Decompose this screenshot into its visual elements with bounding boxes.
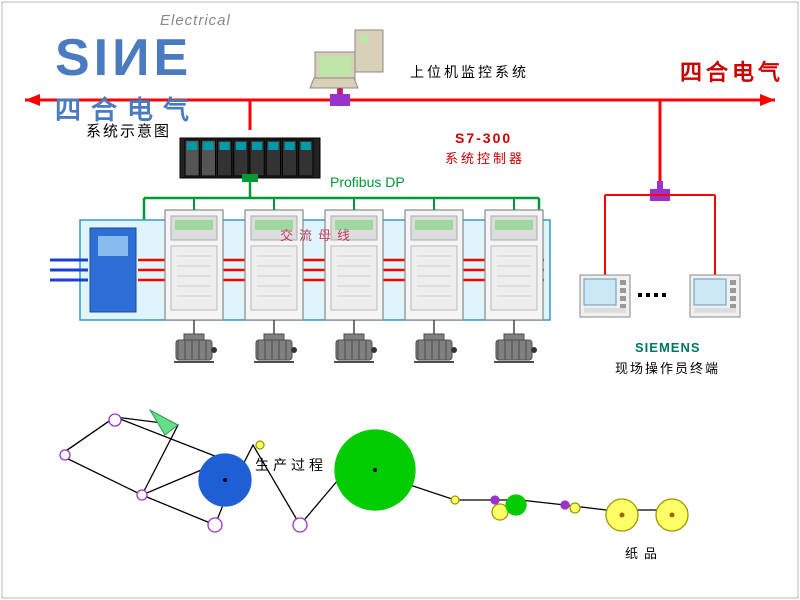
s7300-label: S7-300: [455, 130, 512, 146]
siemens-label: SIEMENS: [635, 340, 701, 355]
sys-controller-label: 系统控制器: [445, 148, 525, 167]
process-label: 生产过程: [255, 455, 327, 475]
dc-bus-label: 交流母线: [280, 225, 356, 244]
logo-sine: SIИE: [55, 28, 192, 88]
operator-label: 现场操作员终端: [615, 358, 720, 377]
profibus-label: Profibus DP: [330, 174, 405, 190]
system-diagram-label: 系统示意图: [86, 120, 171, 141]
pc-label: 上位机监控系统: [410, 62, 529, 82]
brand-right-label: 四合电气: [680, 55, 784, 87]
paper-label: 纸品: [625, 543, 663, 562]
logo-electrical: Electrical: [160, 12, 231, 29]
